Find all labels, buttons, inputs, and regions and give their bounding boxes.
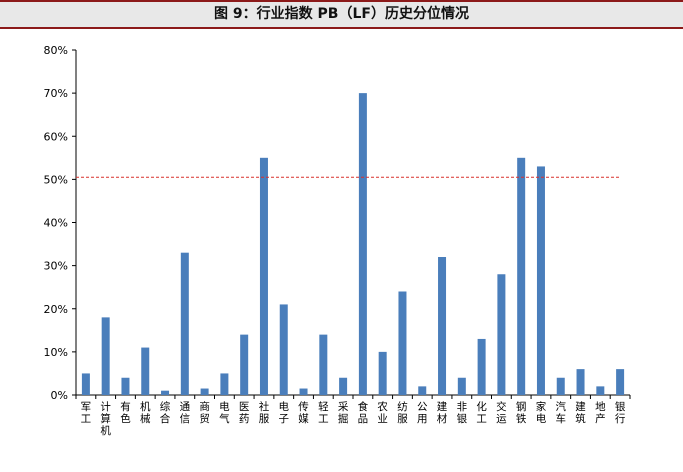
y-tick-label: 50% (44, 173, 68, 186)
x-category-label: 食品 (358, 400, 369, 425)
bar-计算机 (101, 317, 110, 395)
x-category-label: 交运 (496, 400, 507, 425)
x-category-label: 建筑 (575, 400, 586, 425)
bar-食品 (358, 93, 367, 395)
bar-家电 (536, 166, 545, 395)
bar-医药 (240, 334, 249, 395)
x-category-label: 计算机 (100, 400, 111, 437)
x-category-label: 纺服 (397, 400, 408, 425)
bar-纺服 (398, 291, 407, 395)
x-category-label: 地产 (595, 400, 606, 425)
bar-化工 (477, 338, 486, 395)
bar-建材 (438, 257, 447, 395)
x-category-label: 电子 (279, 400, 290, 425)
bar-轻工 (319, 334, 328, 395)
y-tick-label: 10% (44, 346, 68, 359)
y-tick-label: 80% (44, 44, 68, 57)
y-tick-label: 60% (44, 130, 68, 143)
x-category-label: 家电 (536, 400, 547, 425)
bar-电气 (220, 373, 229, 395)
y-tick-label: 70% (44, 87, 68, 100)
bar-社服 (259, 157, 268, 395)
x-category-label: 有色 (120, 400, 131, 425)
bar-钢铁 (517, 157, 526, 395)
bar-chart: 0% 10% 20% 30% 40% 50% 60% 70% 80% 军工计算机有色机械综合通信商… (44, 44, 631, 437)
x-category-label: 采掘 (338, 401, 349, 425)
x-category-label: 建材 (437, 400, 448, 425)
x-category-label: 非银 (457, 401, 468, 425)
x-category-label: 通信 (180, 401, 191, 425)
bar-机械 (141, 347, 150, 395)
y-tick-label: 0% (51, 389, 68, 402)
bar-军工 (81, 373, 90, 395)
x-category-label: 社服 (259, 400, 270, 425)
chart-area: 0% 10% 20% 30% 40% 50% 60% 70% 80% 军工 计算机 有色 机械 综合 通信商… (0, 30, 683, 468)
x-category-label: 轻工 (318, 400, 329, 425)
bar-地产 (596, 386, 605, 395)
bar-电子 (279, 304, 288, 395)
x-category-label: 钢铁 (516, 400, 527, 425)
x-category-label: 化工 (476, 400, 487, 425)
bar-农业 (378, 351, 387, 395)
x-category-label: 综合 (160, 400, 171, 425)
bar-传媒 (299, 388, 308, 395)
x-category-label: 公用 (417, 401, 428, 425)
bar-交运 (497, 274, 506, 395)
bar-通信 (180, 252, 189, 395)
chart-title: 图 9：行业指数 PB（LF）历史分位情况 (0, 0, 683, 29)
y-tick-label: 30% (44, 260, 68, 273)
bar-有色 (121, 377, 130, 395)
y-tick-label: 40% (44, 217, 68, 230)
x-category-label: 传媒 (298, 401, 309, 425)
x-category-label: 机械 (140, 400, 151, 425)
y-tick-label: 20% (44, 303, 68, 316)
bar-商贸 (200, 388, 209, 395)
bar-汽车 (556, 377, 565, 395)
bar-非银 (457, 377, 466, 395)
bar-综合 (161, 390, 170, 395)
x-category-label: 医药 (239, 401, 250, 425)
bar-银行 (616, 369, 625, 395)
x-category-label: 银行 (615, 400, 626, 425)
bar-公用 (418, 386, 427, 395)
x-category-label: 商贸 (199, 400, 210, 425)
x-category-label: 军工 (81, 401, 92, 425)
x-category-label: 电气 (219, 400, 230, 425)
x-category-label: 汽车 (556, 400, 567, 425)
x-category-label: 农业 (377, 400, 388, 425)
bar-采掘 (339, 377, 348, 395)
bar-建筑 (576, 369, 585, 395)
